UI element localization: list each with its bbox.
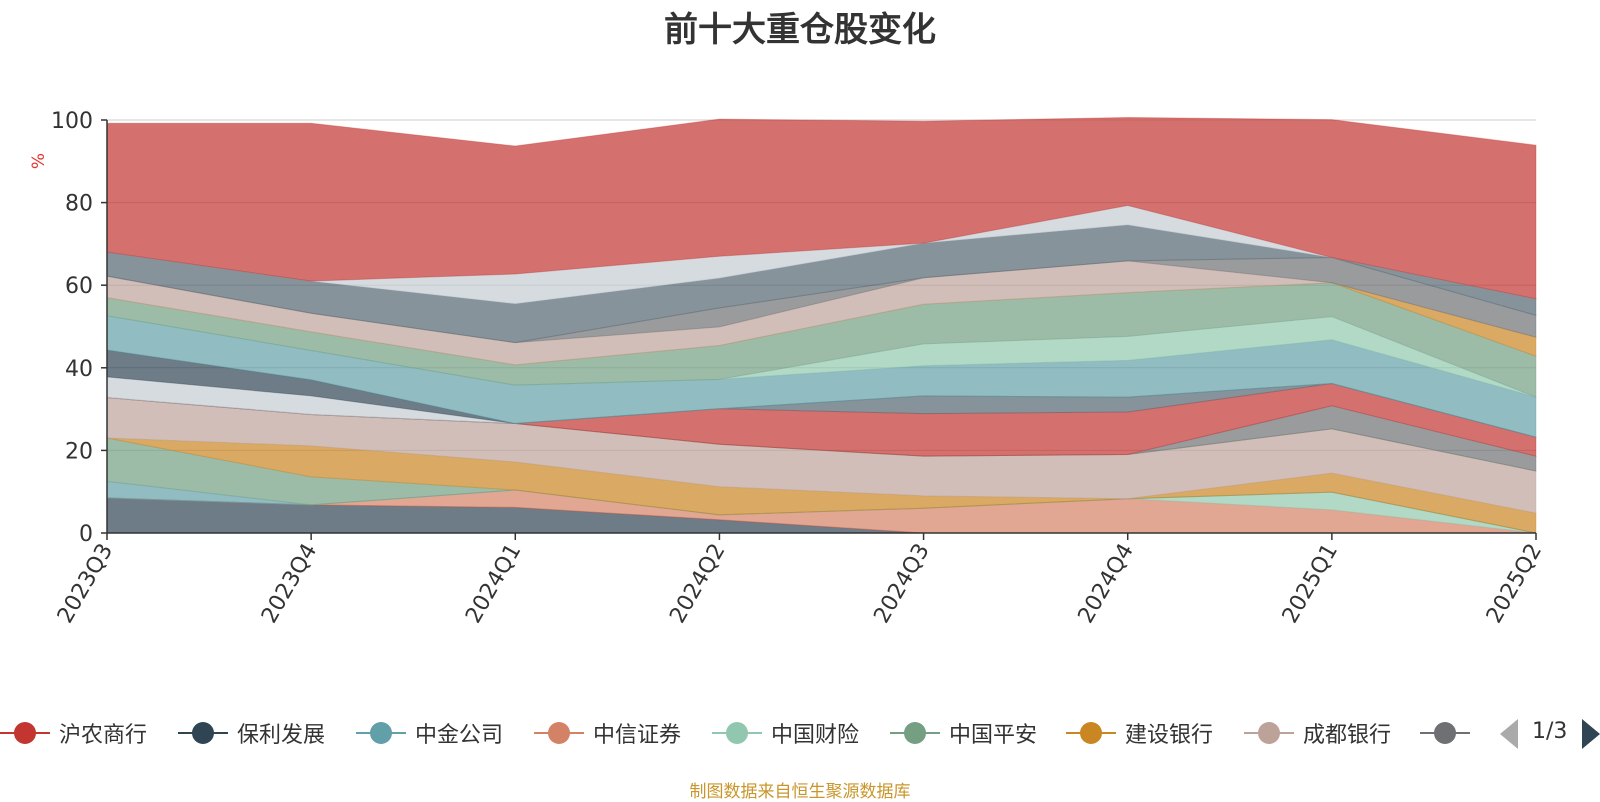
legend-marker-icon bbox=[0, 722, 50, 744]
legend-label: 建设银行 bbox=[1125, 723, 1214, 748]
legend-item[interactable]: 保利发展 bbox=[178, 710, 325, 756]
legend-marker-icon bbox=[356, 722, 406, 744]
legend-marker-icon bbox=[1420, 722, 1470, 744]
legend-label: 中金公司 bbox=[415, 723, 504, 748]
x-tick-label: 2023Q4 bbox=[257, 540, 322, 628]
legend-pager: 1/3 bbox=[1500, 715, 1600, 755]
legend-item[interactable]: 中国财险 bbox=[712, 710, 859, 756]
area-沪农商行 bbox=[106, 117, 1537, 300]
source-footnote: 制图数据来自恒生聚源数据库 bbox=[689, 782, 911, 802]
legend-item[interactable]: 建设银行 bbox=[1066, 710, 1213, 756]
legend-label: 成都银行 bbox=[1303, 723, 1392, 748]
y-tick-label: 40 bbox=[65, 357, 93, 382]
x-tick-label: 2024Q2 bbox=[665, 540, 730, 628]
y-axis-label: % bbox=[29, 153, 49, 169]
legend-marker-icon bbox=[534, 722, 584, 744]
y-tick-label: 60 bbox=[65, 274, 93, 299]
legend-item[interactable]: 工 bbox=[1420, 710, 1480, 756]
legend-label: 中国平安 bbox=[949, 723, 1038, 748]
y-tick-label: 100 bbox=[51, 109, 93, 134]
legend-marker-icon bbox=[890, 722, 940, 744]
legend-marker-icon bbox=[1244, 722, 1294, 744]
legend-item[interactable]: 中金公司 bbox=[356, 710, 503, 756]
legend-item[interactable]: 沪农商行 bbox=[0, 710, 147, 756]
legend-next-page-icon[interactable] bbox=[1582, 719, 1600, 749]
area-series-20 bbox=[106, 224, 1537, 344]
legend-marker-icon bbox=[1066, 722, 1116, 744]
legend-label: 保利发展 bbox=[237, 723, 326, 748]
area-中国平安 bbox=[106, 282, 1537, 398]
legend-item[interactable]: 中国平安 bbox=[890, 710, 1037, 756]
legend-page-indicator: 1/3 bbox=[1532, 719, 1568, 744]
y-tick-label: 20 bbox=[65, 439, 93, 464]
x-tick-label: 2024Q3 bbox=[869, 540, 934, 628]
x-tick-label: 2025Q1 bbox=[1278, 540, 1343, 628]
y-tick-label: 0 bbox=[79, 522, 93, 547]
area-建设银行 bbox=[106, 282, 1537, 366]
area-series-19 bbox=[106, 257, 1537, 344]
x-tick-label: 2025Q2 bbox=[1482, 540, 1547, 628]
legend-label: 中信证券 bbox=[593, 723, 682, 748]
legend: 沪农商行 保利发展 中金公司 中信证券 中国财险 中国平安 建设银行 成都银行 工 bbox=[0, 710, 1480, 756]
x-tick-label: 2024Q4 bbox=[1074, 540, 1139, 628]
area-沪农商行 bbox=[106, 382, 1537, 457]
legend-label: 沪农商行 bbox=[59, 723, 148, 748]
y-tick-label: 80 bbox=[65, 192, 93, 217]
chart-title: 前十大重仓股变化 bbox=[664, 10, 936, 50]
x-tick-label: 2024Q1 bbox=[461, 540, 526, 628]
legend-item[interactable]: 成都银行 bbox=[1244, 710, 1391, 756]
area-series bbox=[106, 117, 1537, 534]
legend-marker-icon bbox=[712, 722, 762, 744]
x-tick-label: 2023Q3 bbox=[53, 540, 118, 628]
legend-prev-page-icon[interactable] bbox=[1500, 719, 1518, 749]
legend-marker-icon bbox=[178, 722, 228, 744]
legend-label: 中国财险 bbox=[771, 723, 860, 748]
legend-label: 工 bbox=[1479, 717, 1480, 749]
legend-item[interactable]: 中信证券 bbox=[534, 710, 681, 756]
